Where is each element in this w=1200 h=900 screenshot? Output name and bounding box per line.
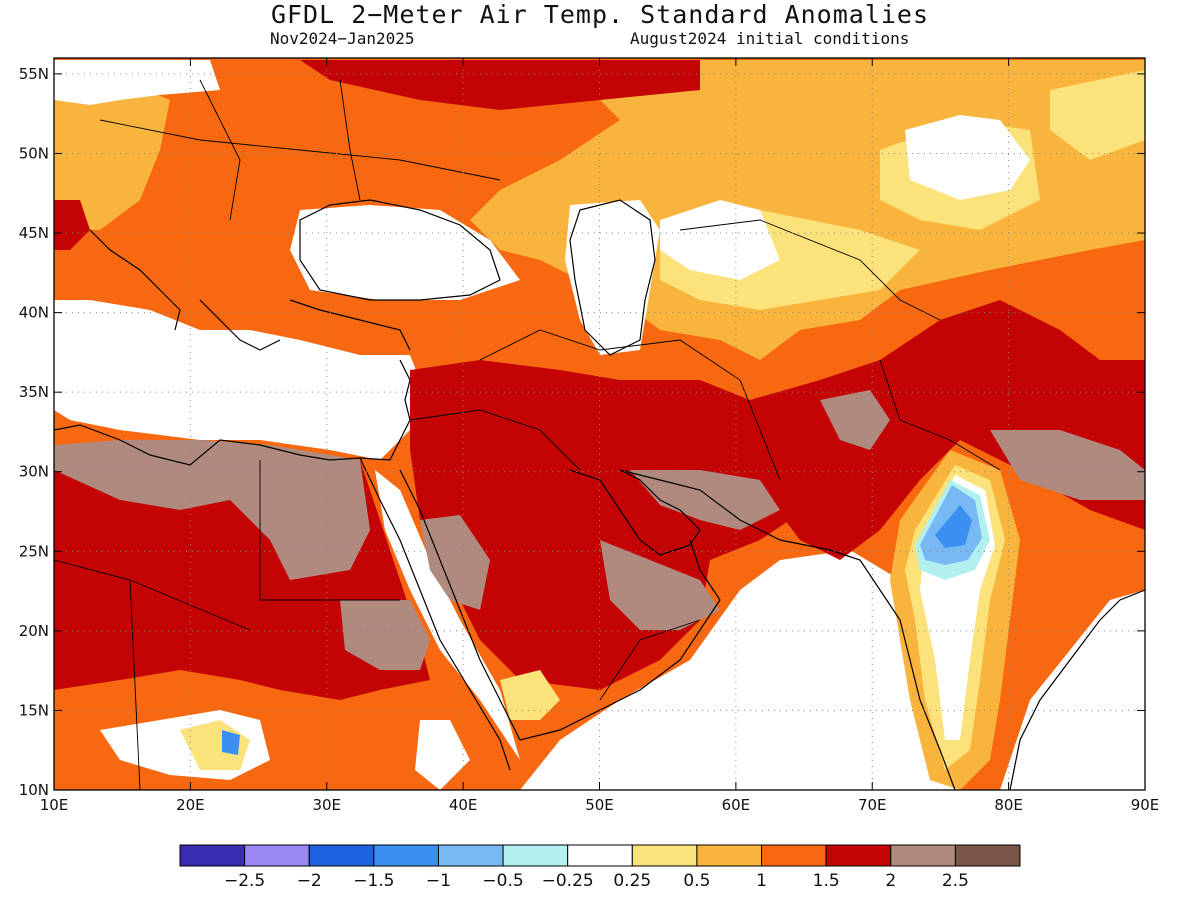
field-taupe-rub-al-khali — [600, 540, 720, 630]
field-sahel-blue — [222, 730, 240, 755]
lon-tick-label: 50E — [585, 796, 614, 814]
lon-tick-label: 40E — [449, 796, 478, 814]
colorbar-label: 0.5 — [683, 871, 710, 891]
country-borders — [54, 79, 1001, 790]
field-white-arabian-sea — [520, 550, 960, 790]
field-horn-white — [415, 720, 470, 790]
coast-india-west — [879, 589, 956, 790]
colorbar-swatch — [502, 844, 569, 867]
field-taupe-egypt — [54, 440, 370, 580]
coastlines — [54, 199, 1145, 790]
field-white-red-sea — [375, 470, 520, 760]
season-label: Nov2024−Jan2025 — [270, 29, 415, 48]
colorbar-label: −1 — [426, 871, 451, 891]
lat-tick-label: 25N — [19, 542, 49, 560]
colorbar-swatch — [954, 844, 1021, 867]
field-yellow-east — [1050, 70, 1145, 160]
field-white-kazakh — [905, 115, 1030, 200]
coast-persian-gulf — [569, 469, 701, 556]
lon-tick-label: 90E — [1131, 796, 1160, 814]
coast-north-africa — [54, 359, 411, 466]
coast-caspian — [569, 199, 656, 356]
colorbar-swatch — [308, 844, 375, 867]
field-white-black-sea — [290, 205, 520, 300]
colorbar-label: −0.5 — [482, 871, 523, 891]
colorbar-label: −1.5 — [353, 871, 394, 891]
lat-tick-label: 30N — [19, 463, 49, 481]
lon-tick-label: 70E — [858, 796, 887, 814]
field-india-blue — [935, 505, 972, 548]
lat-tick-label: 10N — [19, 781, 49, 799]
lat-tick-label: 15N — [19, 701, 49, 719]
colorbar-label: 2 — [885, 871, 896, 891]
field-horn-yellow — [500, 670, 560, 720]
field-red-south-asia — [750, 300, 1145, 560]
lon-tick-label: 30E — [312, 796, 341, 814]
field-white-bay-of-bengal — [1000, 590, 1145, 790]
field-red-europe-north — [300, 60, 700, 110]
anomaly-field — [54, 58, 1145, 790]
coast-red-sea-east — [399, 469, 521, 741]
colorbar-label: 0.25 — [613, 871, 651, 891]
field-taupe-sudan — [340, 600, 430, 670]
coast-anatolia — [289, 299, 411, 351]
field-white-caspian — [565, 200, 660, 355]
lat-tick-label: 20N — [19, 622, 49, 640]
field-white-central — [660, 200, 780, 280]
lon-tick-label: 10E — [40, 796, 69, 814]
coast-india-east — [1009, 589, 1145, 790]
coast-red-sea-west — [359, 457, 511, 771]
colorbar-swatch — [437, 844, 504, 867]
lon-tick-label: 80E — [994, 796, 1023, 814]
coast-greece — [199, 299, 281, 351]
map-axes: 10E 20E 30E 40E 50E 60E 70E 80E 90E 10N 15N 20N 25N 3… — [19, 58, 1160, 814]
lon-tick-label: 60E — [722, 796, 751, 814]
colorbar-swatch — [244, 844, 310, 867]
field-taupe-tibet — [990, 430, 1145, 500]
lat-tick-label: 45N — [19, 224, 49, 242]
colorbar-label: 2.5 — [942, 871, 969, 891]
lat-tick-label: 55N — [19, 65, 49, 83]
colorbar-label: −2.5 — [224, 871, 265, 891]
coast-iran-south — [619, 469, 881, 591]
lat-tick-label: 50N — [19, 144, 49, 162]
coast-italy — [89, 229, 181, 331]
colorbar-swatch — [761, 844, 827, 867]
field-red-balkans — [54, 200, 90, 250]
colorbar-swatch — [567, 844, 633, 867]
field-white-mediterranean — [54, 300, 420, 460]
field-sahel-yellow — [180, 720, 250, 770]
coast-black-sea — [299, 199, 501, 301]
field-taupe-arabia — [420, 515, 490, 610]
field-light-orange-europe — [54, 80, 170, 230]
colorbar-swatch — [696, 844, 763, 867]
colorbar-swatch — [373, 844, 439, 867]
initial-conditions-label: August2024 initial conditions — [630, 29, 910, 48]
lon-tick-label: 20E — [176, 796, 205, 814]
colorbar-label: 1 — [756, 871, 767, 891]
field-taupe-iran — [630, 470, 780, 530]
chart-title: GFDL 2−Meter Air Temp. Standard Anomalie… — [270, 0, 930, 29]
field-taupe-pakistan — [820, 390, 890, 450]
coast-arabia-south — [519, 539, 721, 741]
colorbar: −2.5 −2 −1.5 −1 −0.5 −0.25 0.25 0.5 1 1.5 2 2.5 — [179, 844, 1021, 891]
colorbar-swatch — [631, 844, 698, 867]
colorbar-label: −2 — [297, 871, 322, 891]
colorbar-label: −0.25 — [542, 871, 594, 891]
colorbar-swatch — [890, 844, 956, 867]
colorbar-swatch — [179, 844, 246, 867]
lat-tick-label: 40N — [19, 304, 49, 322]
colorbar-swatch — [825, 844, 892, 867]
gridlines — [54, 58, 1145, 790]
lat-tick-label: 35N — [19, 383, 49, 401]
field-white-north-europe — [54, 60, 220, 105]
colorbar-label: 1.5 — [813, 871, 840, 891]
